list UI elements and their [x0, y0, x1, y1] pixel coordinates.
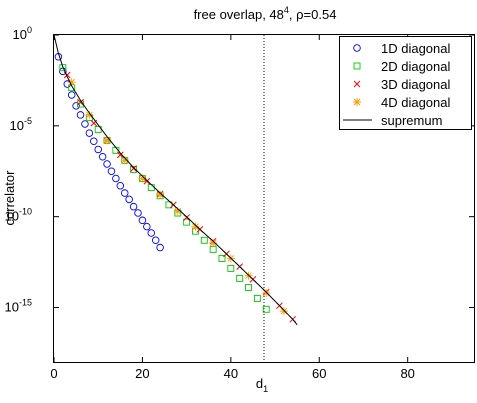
legend-label: 3D diagonal: [381, 77, 450, 92]
supremum-line: [53, 34, 298, 326]
chart-title: free overlap, 484, ρ=0.54: [194, 5, 337, 22]
data-point-star: [138, 174, 147, 183]
data-point-square: [262, 305, 270, 313]
data-point-circle: [353, 44, 361, 52]
series-4: [67, 78, 288, 316]
data-point-square: [253, 294, 261, 302]
data-point-square: [227, 264, 235, 272]
xlabel-main: d: [256, 376, 263, 391]
x-tick-label: 20: [135, 366, 149, 381]
series-2: [59, 64, 270, 313]
data-point-circle: [98, 152, 107, 161]
plot-frame: [53, 34, 475, 363]
data-point-star: [209, 239, 218, 248]
data-point-circle: [134, 209, 142, 217]
data-point-circle: [94, 145, 102, 154]
title-main: free overlap, 48: [194, 7, 284, 22]
data-point-circle: [81, 120, 89, 128]
data-point-x: [143, 177, 151, 185]
data-point-star: [103, 136, 112, 145]
data-point-circle: [143, 222, 151, 231]
x-axis-label: d1: [256, 376, 268, 394]
data-point-star: [353, 98, 361, 106]
data-point-star: [67, 78, 76, 87]
data-point-square: [165, 201, 173, 209]
data-point-circle: [67, 91, 76, 99]
data-point-square: [353, 62, 361, 70]
data-point-circle: [120, 189, 129, 197]
data-point-star: [279, 307, 288, 316]
axis-ticks: 0 20 40 60 80 100 10-5 10-10 10-15: [5, 25, 474, 381]
data-point-star: [120, 156, 129, 165]
data-point-square: [59, 64, 67, 72]
data-point-circle: [103, 160, 111, 168]
legend-items: 1D diagonal 2D diagonal 3D diagonal 4D diag…: [343, 41, 450, 128]
data-point-square: [147, 184, 155, 192]
x-tick-label: 60: [312, 366, 326, 381]
data-point-circle: [90, 137, 98, 146]
x-tick-label: 0: [50, 366, 57, 381]
y-tick-label: 10-15: [5, 298, 32, 315]
data-point-circle: [85, 129, 94, 137]
data-point-circle: [107, 167, 116, 175]
data-point-star: [173, 207, 182, 216]
series-3: [63, 71, 297, 323]
legend-label: 2D diagonal: [381, 59, 450, 74]
data-point-x: [353, 80, 361, 88]
y-tick-label: 10-5: [10, 116, 32, 133]
series-1: [54, 53, 164, 252]
y-axis-label: correlator: [2, 170, 17, 226]
data-point-square: [183, 218, 191, 226]
data-point-circle: [125, 195, 133, 204]
data-point-x: [130, 165, 137, 172]
data-point-circle: [116, 182, 125, 190]
data-point-circle: [112, 174, 120, 183]
data-point-circle: [156, 243, 164, 252]
data-point-x: [77, 98, 84, 106]
data-point-star: [191, 222, 200, 231]
x-tick-label: 80: [400, 366, 414, 381]
legend-label: supremum: [381, 113, 442, 128]
legend-label: 1D diagonal: [381, 41, 450, 56]
data-point-circle: [72, 102, 80, 110]
xlabel-sub: 1: [263, 384, 268, 394]
series-group: [53, 34, 298, 326]
data-point-square: [218, 254, 226, 262]
x-tick-label: 40: [224, 366, 238, 381]
data-point-circle: [151, 236, 160, 245]
data-point-circle: [76, 111, 85, 119]
data-point-star: [85, 110, 94, 119]
data-point-square: [209, 245, 217, 253]
data-point-circle: [129, 202, 138, 211]
legend: 1D diagonal 2D diagonal 3D diagonal 4D diag…: [339, 36, 472, 130]
data-point-x: [116, 151, 124, 159]
data-point-circle: [138, 216, 147, 225]
legend-box: [339, 36, 472, 130]
legend-label: 4D diagonal: [381, 95, 450, 110]
data-point-square: [236, 274, 244, 282]
y-tick-label: 100: [13, 25, 32, 42]
y-tick-label: 10-10: [5, 207, 32, 224]
data-point-square: [200, 236, 208, 244]
data-point-circle: [147, 229, 156, 237]
data-point-star: [262, 288, 271, 297]
series-5: [53, 34, 298, 326]
data-point-square: [130, 165, 138, 173]
data-point-square: [245, 284, 252, 291]
title-sup: 4: [284, 5, 289, 15]
title-rest: , ρ=0.54: [289, 7, 337, 22]
data-point-star: [156, 190, 165, 199]
